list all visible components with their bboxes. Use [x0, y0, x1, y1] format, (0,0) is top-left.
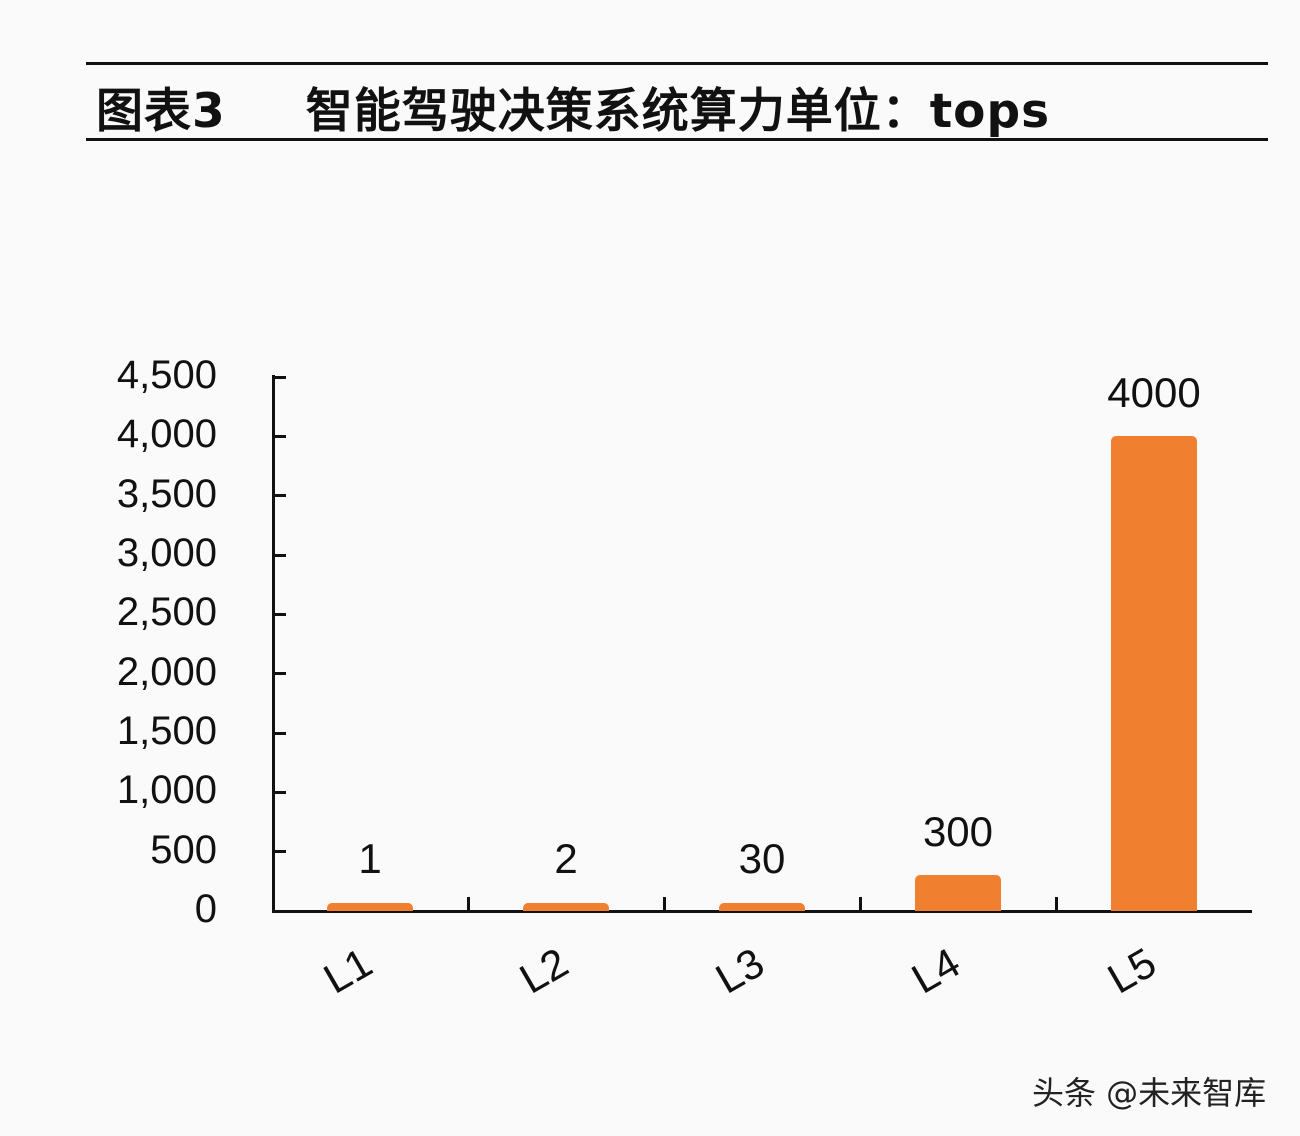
x-tick-label: L1	[315, 938, 380, 1003]
data-label: 4000	[1107, 369, 1201, 417]
figure-number: 图表3	[96, 84, 226, 139]
x-tick	[1055, 897, 1058, 911]
x-tick-label: L4	[903, 938, 968, 1003]
y-tick-label: 500	[150, 827, 217, 872]
y-tick-label: 4,000	[116, 412, 217, 457]
x-tick-label: L3	[707, 938, 772, 1003]
x-tick	[467, 897, 470, 911]
y-tick-label: 3,500	[116, 471, 217, 516]
y-tick	[272, 494, 286, 498]
y-tick-label: 0	[194, 887, 217, 931]
x-tick-label: L2	[511, 938, 576, 1003]
x-tick-label: L5	[1099, 938, 1164, 1003]
y-tick-label: 2,500	[116, 590, 217, 635]
data-label: 2	[554, 835, 578, 882]
data-label: 300	[922, 808, 994, 856]
y-tick	[272, 909, 286, 913]
y-tick	[272, 672, 286, 676]
watermark: 头条 @未来智库	[1032, 1074, 1267, 1112]
figure-title: 智能驾驶决策系统算力单位：tops	[305, 84, 1051, 139]
data-label: 30	[738, 835, 786, 882]
bar-l5	[1111, 436, 1197, 911]
bar-l1	[327, 903, 413, 911]
y-tick-label: 1,000	[116, 768, 217, 813]
x-tick	[859, 897, 862, 911]
chart-title: 图表3 智能驾驶决策系统算力单位：tops	[96, 72, 1050, 141]
data-label: 1	[358, 835, 382, 882]
y-tick	[272, 790, 286, 794]
y-tick	[272, 612, 286, 616]
y-tick	[272, 434, 286, 438]
y-tick	[272, 553, 286, 557]
y-tick-label: 1,500	[116, 709, 217, 753]
x-axis	[272, 910, 1252, 913]
y-tick-label: 4,500	[116, 353, 217, 397]
y-tick	[272, 375, 286, 379]
bar-l4	[915, 875, 1001, 911]
y-tick-label: 2,000	[116, 649, 217, 694]
y-tick	[272, 850, 286, 854]
bar-l2	[523, 903, 609, 911]
bottom-rule	[86, 138, 1268, 141]
x-tick	[663, 897, 666, 911]
y-tick	[272, 731, 286, 735]
top-rule	[86, 62, 1268, 65]
y-tick-label: 3,000	[116, 531, 217, 575]
bar-l3	[719, 903, 805, 911]
y-axis	[272, 375, 275, 913]
